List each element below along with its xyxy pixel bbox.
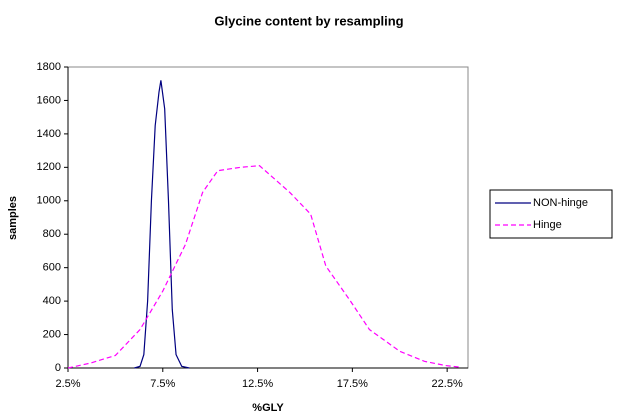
y-axis-label: samples bbox=[7, 196, 19, 240]
series-line bbox=[67, 165, 461, 369]
legend bbox=[489, 189, 613, 239]
x-tick-label: 2.5% bbox=[55, 378, 80, 390]
x-tick-label: 12.5% bbox=[242, 378, 273, 390]
y-tick-label: 600 bbox=[43, 262, 61, 274]
chart-title: Glycine content by resampling bbox=[214, 13, 403, 28]
y-tick-label: 1200 bbox=[37, 161, 61, 173]
plot-area bbox=[67, 66, 469, 369]
x-tick-label: 17.5% bbox=[337, 378, 368, 390]
legend-label: NON-hinge bbox=[533, 197, 588, 209]
y-tick-label: 1400 bbox=[37, 128, 61, 140]
x-tick-label: 7.5% bbox=[150, 378, 175, 390]
y-tick-label: 800 bbox=[43, 228, 61, 240]
y-tick-label: 0 bbox=[55, 362, 61, 374]
y-tick-label: 1600 bbox=[37, 94, 61, 106]
x-axis-label: %GLY bbox=[252, 402, 284, 414]
x-tick-label: 22.5% bbox=[432, 378, 463, 390]
y-tick-label: 400 bbox=[43, 295, 61, 307]
y-tick-label: 1000 bbox=[37, 195, 61, 207]
y-tick-label: 1800 bbox=[37, 61, 61, 73]
legend-label: Hinge bbox=[533, 219, 562, 231]
series-line bbox=[134, 80, 190, 369]
y-tick-label: 200 bbox=[43, 328, 61, 340]
